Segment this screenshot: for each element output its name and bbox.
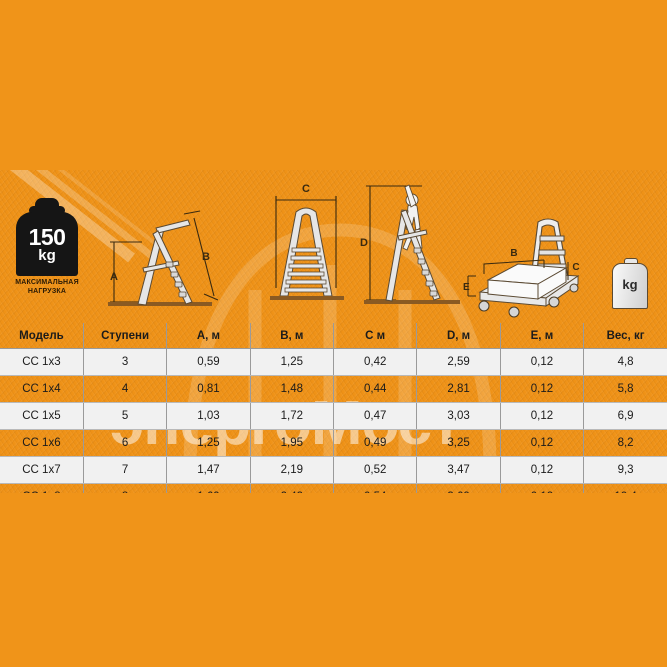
- cell-e: 0,12: [499, 375, 585, 403]
- cell-d: 3,69: [416, 483, 501, 493]
- cell-weight: 6,9: [583, 402, 667, 430]
- cell-weight: 4,8: [583, 348, 667, 376]
- ladder-working-height-diagram: D: [360, 184, 460, 304]
- weight-icon: 150 kg: [16, 198, 78, 276]
- cell-e: 0,12: [499, 456, 585, 484]
- dimension-label-cart-b: B: [510, 248, 517, 259]
- cell-weight: 5,8: [583, 375, 667, 403]
- cell-model: CC 1x3: [0, 348, 84, 376]
- cell-c: 0,52: [332, 456, 418, 484]
- cell-a: 1,69: [166, 483, 251, 493]
- dimension-label-cart-e: E: [463, 282, 470, 293]
- kg-weight-label: kg: [622, 277, 638, 292]
- specification-band: энергоМост 150 kg МАКСИМАЛЬНАЯ НАГРУЗКА: [0, 170, 667, 493]
- cell-b: 1,25: [249, 348, 335, 376]
- table-row: CC 1x3 3 0,59 1,25 0,42 2,59 0,12 4,8: [0, 348, 667, 376]
- table-row: CC 1x4 4 0,81 1,48 0,44 2,81 0,12 5,8: [0, 375, 667, 403]
- table-row: CC 1x7 7 1,47 2,19 0,52 3,47 0,12 9,3: [0, 456, 667, 484]
- cell-d: 3,03: [416, 402, 501, 430]
- cell-d: 3,47: [416, 456, 501, 484]
- cell-d: 2,59: [416, 348, 501, 376]
- cell-steps: 8: [82, 483, 168, 493]
- max-load-unit: kg: [38, 247, 56, 264]
- max-load-caption-line1: МАКСИМАЛЬНАЯ: [15, 279, 79, 286]
- platform-cart-diagram: B C E: [463, 218, 580, 318]
- dimension-label-a: A: [110, 271, 118, 283]
- cell-c: 0,47: [332, 402, 418, 430]
- table-row: CC 1x6 6 1,25 1,95 0,49 3,25 0,12 8,2: [0, 429, 667, 457]
- cell-a: 0,59: [166, 348, 251, 376]
- cell-model: CC 1x5: [0, 402, 84, 430]
- cell-e: 0,12: [499, 483, 585, 493]
- cell-steps: 3: [82, 348, 168, 376]
- cell-steps: 6: [82, 429, 168, 457]
- table-row: CC 1x8 8 1,69 2,42 0,54 3,69 0,12 10,4: [0, 483, 667, 493]
- column-header-weight: Вес, кг: [583, 323, 667, 349]
- ladder-front-view-diagram: C: [270, 183, 344, 300]
- cell-steps: 5: [82, 402, 168, 430]
- cell-e: 0,12: [499, 348, 585, 376]
- column-header-b: B, м: [249, 323, 335, 349]
- cell-weight: 9,3: [583, 456, 667, 484]
- table-row: CC 1x5 5 1,03 1,72 0,47 3,03 0,12 6,9: [0, 402, 667, 430]
- cell-b: 1,72: [249, 402, 335, 430]
- weight-icon-neck: [29, 206, 65, 215]
- column-header-steps: Ступени: [82, 323, 168, 349]
- dimension-label-cart-c: C: [572, 262, 579, 273]
- cell-c: 0,42: [332, 348, 418, 376]
- dimension-label-b: B: [202, 251, 210, 263]
- cell-model: CC 1x6: [0, 429, 84, 457]
- cell-steps: 4: [82, 375, 168, 403]
- ladder-side-view-diagram: A B: [108, 210, 219, 306]
- kg-weight-icon-body: [612, 263, 648, 309]
- cell-model: CC 1x4: [0, 375, 84, 403]
- cell-a: 0,81: [166, 375, 251, 403]
- cell-e: 0,12: [499, 429, 585, 457]
- cell-c: 0,44: [332, 375, 418, 403]
- column-header-a: A, м: [166, 323, 251, 349]
- cell-model: CC 1x8: [0, 483, 84, 493]
- cell-a: 1,25: [166, 429, 251, 457]
- kg-weight-icon-knob: [624, 258, 638, 265]
- cell-b: 2,42: [249, 483, 335, 493]
- cell-d: 2,81: [416, 375, 501, 403]
- max-load-value: 150: [28, 224, 66, 250]
- cell-steps: 7: [82, 456, 168, 484]
- specification-table: Модель Ступени A, м B, м C м D, м E, м В…: [0, 323, 667, 493]
- max-load-badge: 150 kg МАКСИМАЛЬНАЯ НАГРУЗКА: [8, 198, 86, 297]
- max-load-caption: МАКСИМАЛЬНАЯ НАГРУЗКА: [8, 279, 86, 297]
- weight-icon-knob: [35, 198, 59, 209]
- cell-c: 0,54: [332, 483, 418, 493]
- table-header-row: Модель Ступени A, м B, м C м D, м E, м В…: [0, 323, 667, 349]
- dimension-label-d: D: [360, 237, 368, 249]
- cell-a: 1,03: [166, 402, 251, 430]
- cell-e: 0,12: [499, 402, 585, 430]
- cell-b: 2,19: [249, 456, 335, 484]
- dimension-label-c: C: [302, 183, 310, 195]
- cell-weight: 8,2: [583, 429, 667, 457]
- cell-model: CC 1x7: [0, 456, 84, 484]
- column-header-e: E, м: [499, 323, 585, 349]
- cell-a: 1,47: [166, 456, 251, 484]
- column-header-c: C м: [332, 323, 418, 349]
- max-load-caption-line2: НАГРУЗКА: [27, 287, 67, 295]
- cell-d: 3,25: [416, 429, 501, 457]
- column-header-d: D, м: [416, 323, 501, 349]
- cell-c: 0,49: [332, 429, 418, 457]
- cell-weight: 10,4: [583, 483, 667, 493]
- cell-b: 1,95: [249, 429, 335, 457]
- column-header-model: Модель: [0, 323, 84, 349]
- cell-b: 1,48: [249, 375, 335, 403]
- kg-weight-icon: kg: [612, 258, 648, 309]
- weight-icon-body: [16, 212, 78, 276]
